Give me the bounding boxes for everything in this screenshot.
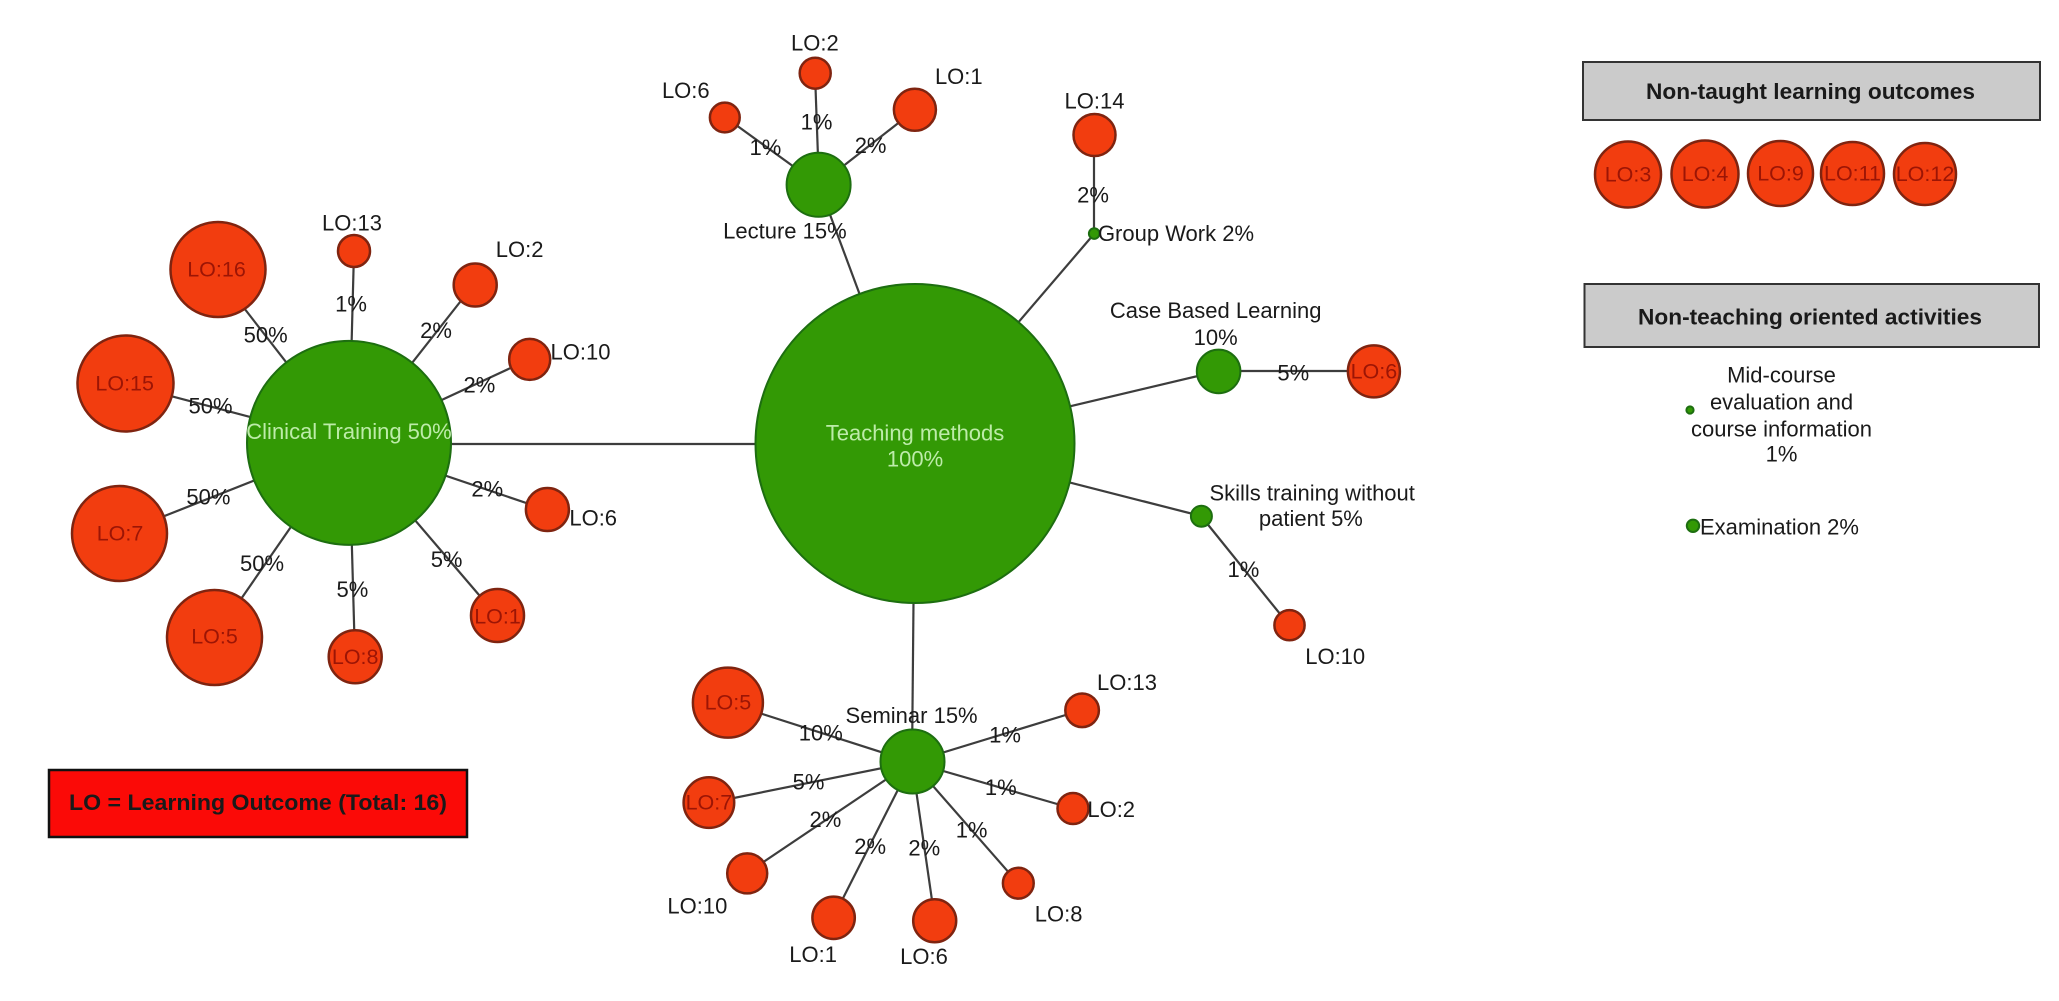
- svg-text:LO:8: LO:8: [332, 645, 379, 669]
- svg-text:LO:4: LO:4: [1682, 162, 1729, 186]
- svg-text:LO:2: LO:2: [791, 31, 839, 56]
- svg-text:5%: 5%: [1277, 361, 1309, 386]
- svg-text:LO:15: LO:15: [95, 372, 154, 396]
- svg-text:2%: 2%: [855, 133, 887, 158]
- svg-text:2%: 2%: [471, 477, 503, 502]
- svg-text:LO:7: LO:7: [686, 791, 733, 815]
- svg-text:LO:5: LO:5: [705, 691, 752, 715]
- svg-text:5%: 5%: [337, 577, 369, 602]
- svg-text:50%: 50%: [188, 394, 232, 419]
- svg-text:1%: 1%: [335, 291, 367, 316]
- svg-text:Examination 2%: Examination 2%: [1700, 514, 1859, 539]
- svg-text:50%: 50%: [186, 485, 230, 510]
- svg-text:2%: 2%: [1077, 182, 1109, 207]
- svg-text:LO:7: LO:7: [97, 522, 144, 546]
- svg-text:LO:10: LO:10: [551, 340, 611, 365]
- svg-text:5%: 5%: [431, 547, 463, 572]
- svg-text:1%: 1%: [989, 723, 1021, 748]
- svg-text:LO:12: LO:12: [1896, 162, 1955, 186]
- svg-text:LO:6: LO:6: [1351, 359, 1398, 383]
- svg-text:1%: 1%: [956, 817, 988, 842]
- svg-text:2%: 2%: [908, 836, 940, 861]
- svg-text:Teaching methods: Teaching methods: [826, 421, 1005, 446]
- svg-text:LO:1: LO:1: [474, 605, 521, 629]
- svg-text:evaluation and: evaluation and: [1710, 390, 1853, 415]
- svg-text:LO:3: LO:3: [1605, 163, 1652, 187]
- svg-text:LO:8: LO:8: [1035, 901, 1083, 926]
- svg-text:2%: 2%: [464, 372, 496, 397]
- svg-text:LO:14: LO:14: [1065, 89, 1125, 114]
- svg-text:Lecture 15%: Lecture 15%: [723, 219, 847, 244]
- svg-text:5%: 5%: [793, 770, 825, 795]
- svg-text:2%: 2%: [420, 318, 452, 343]
- svg-text:LO:2: LO:2: [496, 237, 544, 262]
- svg-text:LO:5: LO:5: [191, 625, 238, 649]
- svg-text:LO = Learning Outcome (Total:: LO = Learning Outcome (Total: 16): [69, 790, 447, 815]
- svg-text:1%: 1%: [801, 110, 833, 135]
- svg-text:1%: 1%: [1766, 442, 1798, 467]
- svg-text:LO:1: LO:1: [935, 64, 983, 89]
- svg-text:2%: 2%: [854, 834, 886, 859]
- svg-text:2%: 2%: [810, 807, 842, 832]
- svg-text:LO:16: LO:16: [187, 258, 246, 282]
- svg-text:LO:10: LO:10: [667, 894, 727, 919]
- svg-text:LO:13: LO:13: [322, 210, 382, 235]
- svg-text:LO:6: LO:6: [662, 78, 710, 103]
- svg-text:LO:10: LO:10: [1305, 644, 1365, 669]
- svg-text:Skills training without: Skills training without: [1209, 481, 1414, 506]
- svg-text:1%: 1%: [985, 775, 1017, 800]
- svg-text:10%: 10%: [799, 721, 843, 746]
- svg-text:Case Based Learning: Case Based Learning: [1110, 298, 1322, 323]
- svg-text:Group Work 2%: Group Work 2%: [1098, 221, 1254, 246]
- svg-text:10%: 10%: [1194, 325, 1238, 350]
- svg-text:Seminar 15%: Seminar 15%: [846, 703, 978, 728]
- svg-text:100%: 100%: [887, 447, 943, 472]
- svg-text:50%: 50%: [244, 323, 288, 348]
- svg-text:LO:11: LO:11: [1824, 162, 1881, 186]
- svg-text:patient 5%: patient 5%: [1259, 506, 1363, 531]
- svg-text:1%: 1%: [1228, 557, 1260, 582]
- svg-text:LO:6: LO:6: [569, 506, 617, 531]
- svg-text:LO:1: LO:1: [789, 942, 837, 967]
- svg-text:LO:2: LO:2: [1087, 797, 1135, 822]
- svg-text:LO:13: LO:13: [1097, 670, 1157, 695]
- svg-text:50%: 50%: [240, 551, 284, 576]
- svg-text:Non-teaching oriented activiti: Non-teaching oriented activities: [1638, 305, 1982, 330]
- svg-text:1%: 1%: [750, 135, 782, 160]
- svg-text:LO:9: LO:9: [1757, 162, 1804, 186]
- svg-text:LO:6: LO:6: [900, 944, 948, 969]
- svg-text:Mid-course: Mid-course: [1727, 363, 1836, 388]
- svg-text:course information: course information: [1691, 417, 1872, 442]
- svg-text:Clinical Training 50%: Clinical Training 50%: [246, 419, 451, 444]
- svg-text:Non-taught learning outcomes: Non-taught learning outcomes: [1646, 79, 1975, 104]
